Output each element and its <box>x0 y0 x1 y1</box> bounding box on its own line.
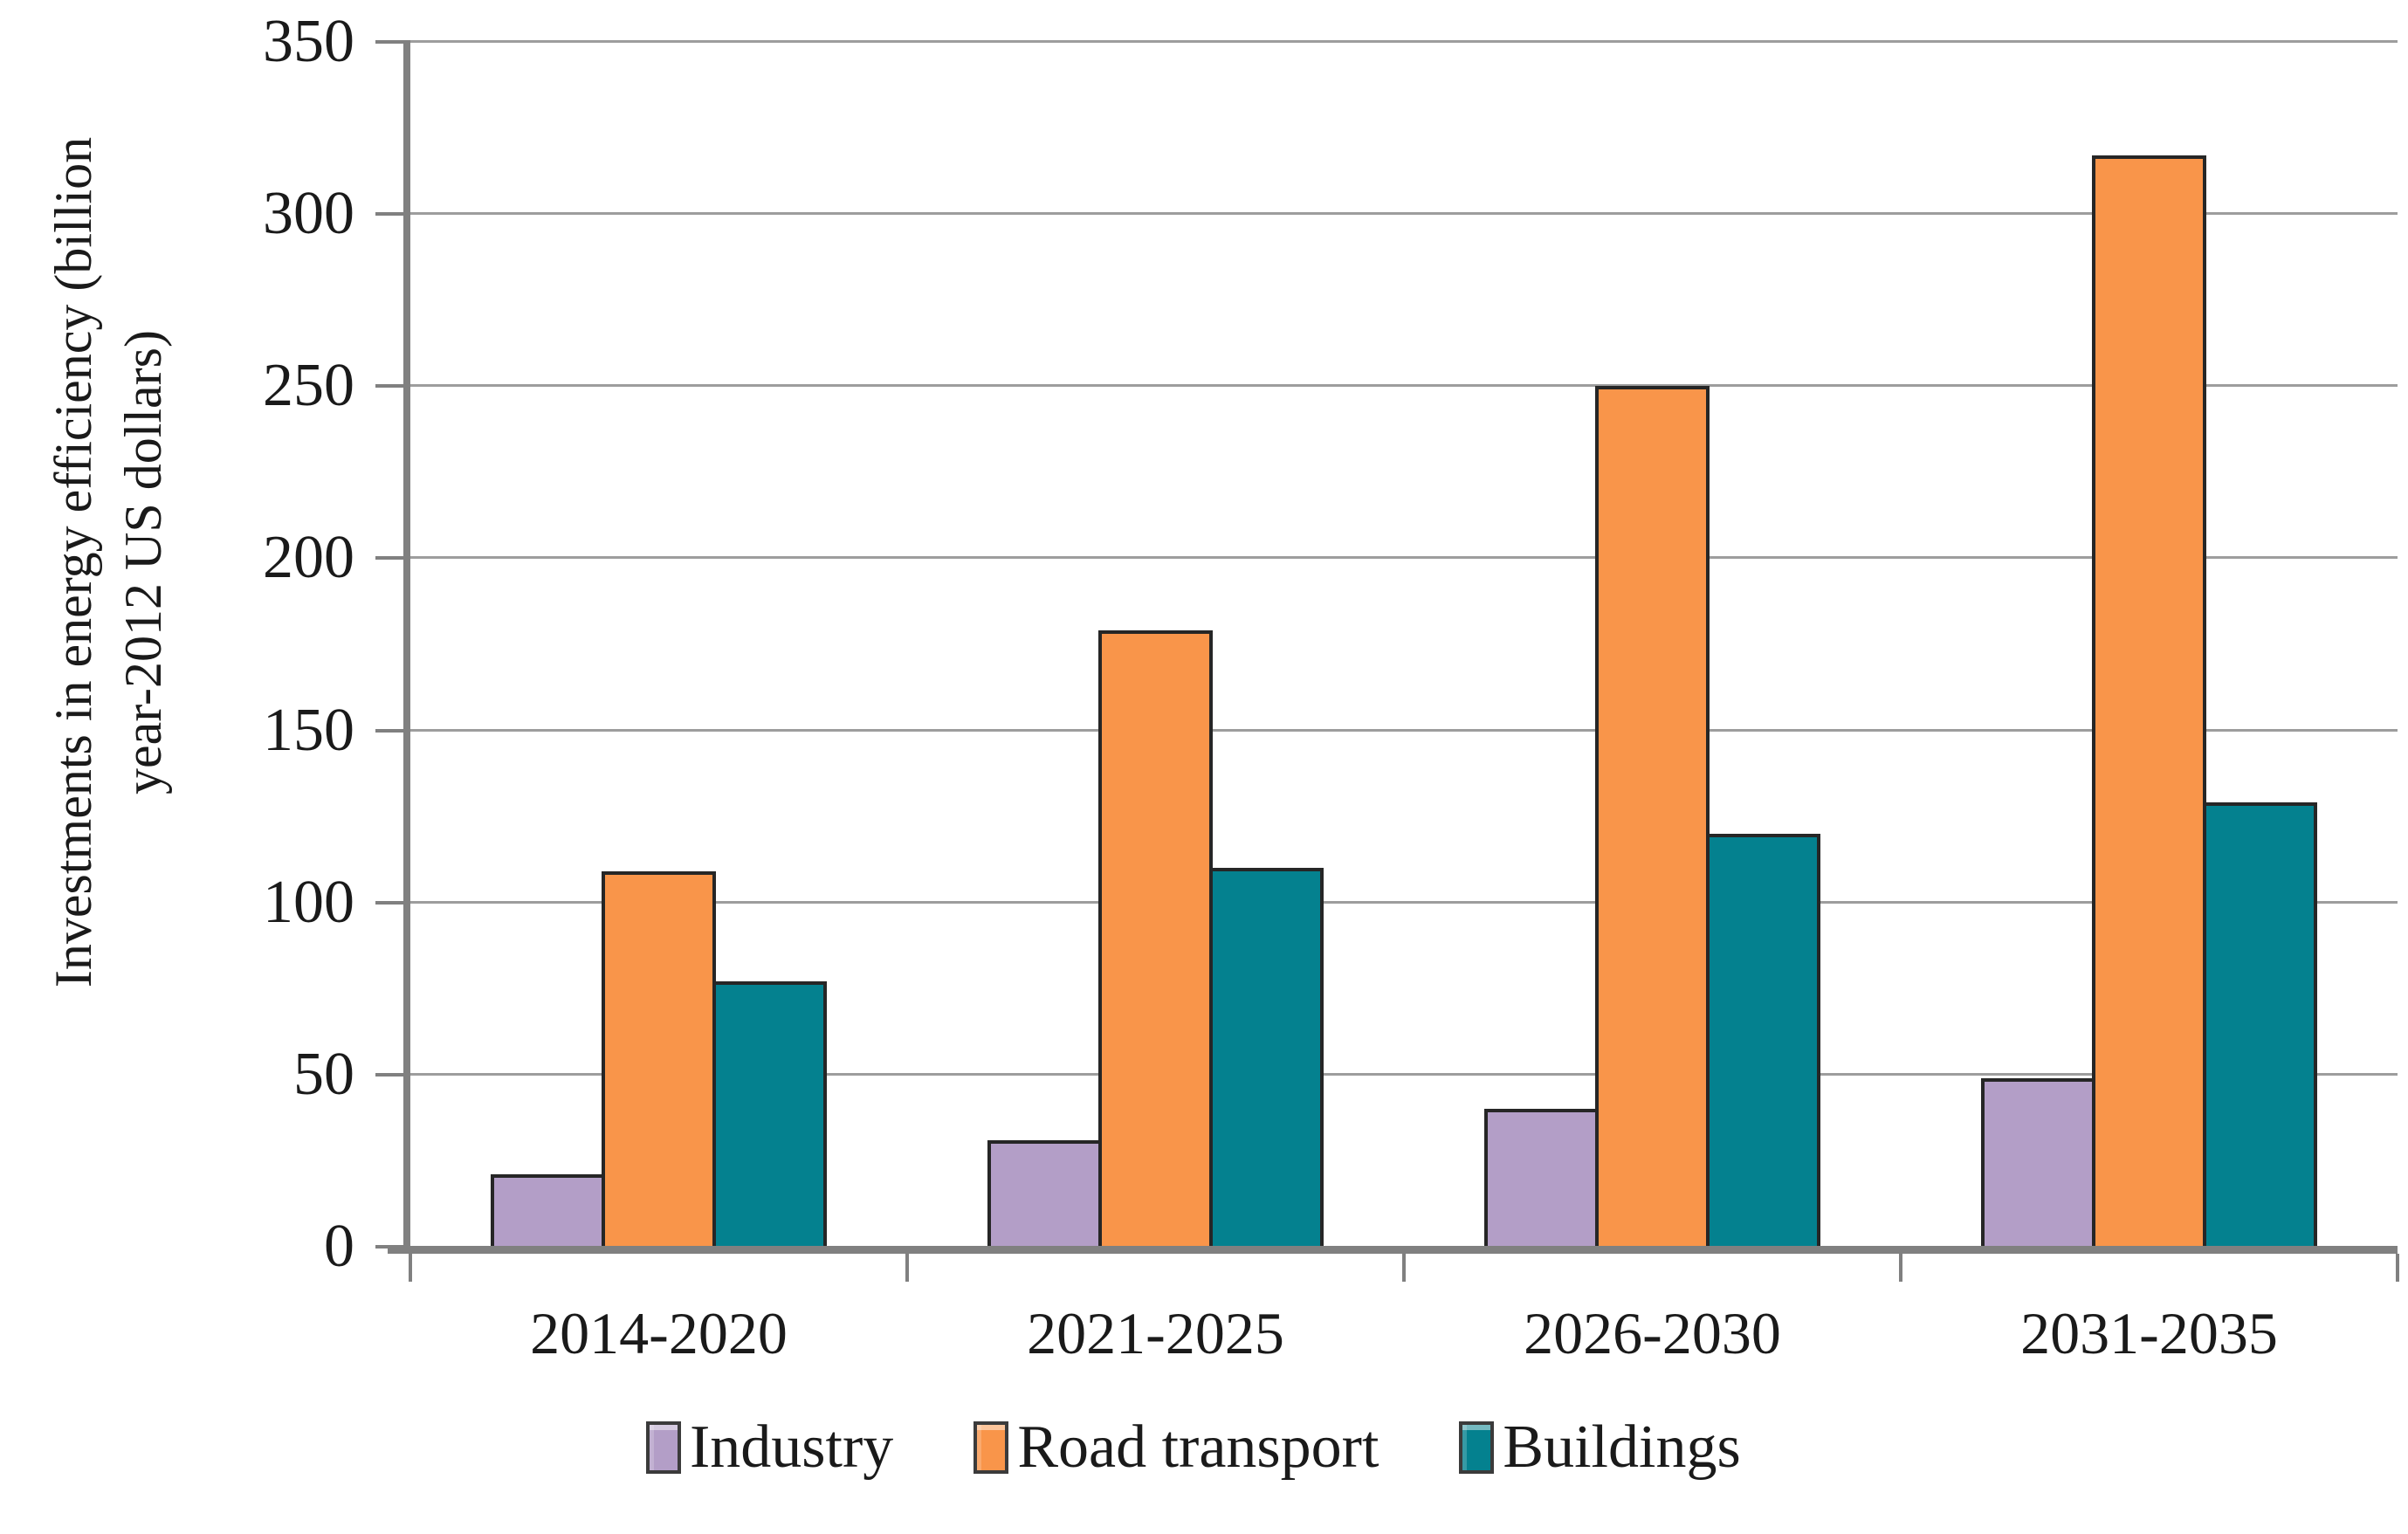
y-tick-mark <box>375 556 403 561</box>
legend-item-buildings: Buildings <box>1459 1414 1741 1481</box>
legend-item-industry: Industry <box>646 1416 893 1479</box>
bar-road-transport-2021-2025 <box>1098 630 1213 1247</box>
bar-industry-2031-2035 <box>1981 1077 2096 1247</box>
category-label-2014-2020: 2014-2020 <box>530 1300 788 1366</box>
x-axis-category-labels: 2014-2020 2021-2025 2026-2030 2031-2035 <box>410 1299 2398 1367</box>
legend-item-road-transport: Road transport <box>974 1416 1379 1479</box>
legend-label: Buildings <box>1503 1414 1741 1481</box>
bar-buildings-2031-2035 <box>2202 802 2317 1247</box>
x-tick-mark <box>1402 1254 1406 1282</box>
bar-buildings-2021-2025 <box>1208 868 1324 1247</box>
y-axis-tick-labels: 0 50 100 150 200 250 300 350 <box>51 11 354 1277</box>
bar-buildings-2026-2030 <box>1705 833 1820 1247</box>
gridline <box>410 384 2398 388</box>
legend-swatch-icon <box>646 1421 681 1474</box>
bar-buildings-2014-2020 <box>712 981 827 1247</box>
plot-area <box>375 40 2399 1282</box>
gridline <box>410 40 2398 43</box>
bar-industry-2026-2030 <box>1484 1109 1600 1247</box>
gridline <box>410 728 2398 732</box>
gridline <box>410 900 2398 904</box>
y-tick-mark <box>375 728 403 733</box>
legend-swatch-icon <box>974 1421 1009 1474</box>
bar-group-2031-2035 <box>1901 42 2398 1247</box>
bar-industry-2021-2025 <box>987 1139 1103 1247</box>
x-axis-line <box>388 1246 2398 1254</box>
bar-groups <box>410 42 2398 1247</box>
x-tick-mark <box>409 1254 412 1282</box>
y-tick-label: 0 <box>324 1213 354 1280</box>
x-tick-mark <box>1899 1254 1902 1282</box>
category-label-2021-2025: 2021-2025 <box>1027 1300 1284 1366</box>
y-tick-label: 250 <box>263 352 354 420</box>
gridline <box>410 1072 2398 1076</box>
y-tick-label: 50 <box>293 1040 354 1108</box>
bar-group-2021-2025 <box>907 42 1404 1247</box>
legend-label: Road transport <box>1017 1414 1379 1481</box>
y-tick-label: 100 <box>263 868 354 936</box>
bar-industry-2014-2020 <box>491 1174 606 1247</box>
gridline <box>410 556 2398 560</box>
legend-label: Industry <box>690 1414 894 1481</box>
x-tick-mark <box>2396 1254 2399 1282</box>
bar-group-2014-2020 <box>410 42 907 1247</box>
legend-swatch-icon <box>1459 1421 1495 1474</box>
y-axis-line <box>403 40 410 1247</box>
y-tick-mark <box>375 384 403 389</box>
bar-road-transport-2031-2035 <box>2092 155 2206 1247</box>
chart-legend: Industry Road transport Buildings <box>646 1416 1741 1479</box>
category-label-2031-2035: 2031-2035 <box>2020 1300 2278 1366</box>
y-tick-label: 300 <box>263 180 354 248</box>
y-tick-mark <box>375 212 403 217</box>
bar-road-transport-2014-2020 <box>602 871 716 1247</box>
gridline <box>410 212 2398 216</box>
y-tick-label: 200 <box>263 524 354 592</box>
bar-road-transport-2026-2030 <box>1595 386 1710 1247</box>
x-tick-mark <box>905 1254 909 1282</box>
y-tick-mark <box>375 900 403 905</box>
category-label-2026-2030: 2026-2030 <box>1524 1300 1781 1366</box>
y-tick-label: 350 <box>263 8 354 75</box>
y-tick-label: 150 <box>263 696 354 764</box>
bar-group-2026-2030 <box>1404 42 1901 1247</box>
y-tick-mark <box>375 1245 403 1249</box>
y-tick-mark <box>375 1072 403 1077</box>
y-tick-mark <box>375 40 403 44</box>
